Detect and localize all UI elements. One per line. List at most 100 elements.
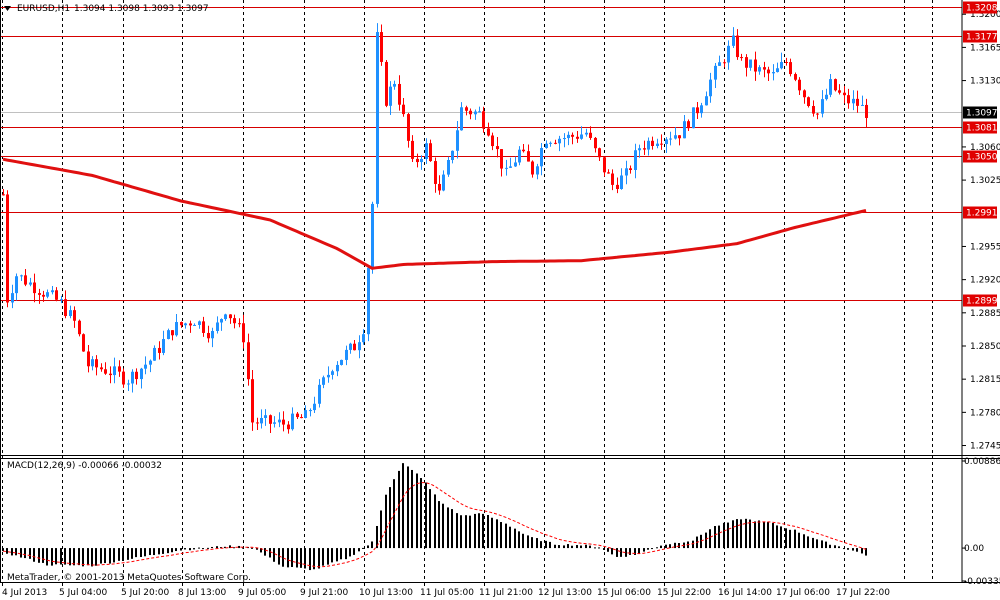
y-tick-label: 1.2815 xyxy=(970,375,1000,385)
macd-bar xyxy=(776,525,778,549)
macd-bar xyxy=(451,509,453,549)
macd-bar xyxy=(829,544,831,549)
y-tick-label: 1.3060 xyxy=(970,143,1000,153)
x-tick-label: 15 Jul 06:00 xyxy=(597,588,651,598)
candle-body xyxy=(709,79,712,97)
candle-body xyxy=(740,57,743,59)
candle-body xyxy=(318,384,321,404)
macd-bar xyxy=(42,548,44,563)
candle-body xyxy=(656,143,659,147)
candle-body xyxy=(651,140,654,147)
macd-bar xyxy=(38,548,40,563)
macd-bar xyxy=(140,548,142,558)
macd-bar xyxy=(780,526,782,549)
candle-body xyxy=(607,172,610,174)
x-tick-label: 11 Jul 05:00 xyxy=(420,588,474,598)
candle-body xyxy=(754,59,757,72)
macd-bar xyxy=(318,548,320,569)
macd-bar xyxy=(611,548,613,555)
macd-bar xyxy=(78,548,80,566)
macd-bar xyxy=(202,548,204,550)
candle-body xyxy=(371,203,374,268)
candle-body xyxy=(496,146,499,150)
macd-bar xyxy=(24,548,26,559)
macd-bar xyxy=(300,548,302,568)
macd-bar xyxy=(647,548,649,550)
macd-bar xyxy=(736,519,738,549)
candle-body xyxy=(158,347,161,353)
candle-body xyxy=(714,65,717,80)
candle-body xyxy=(247,342,250,380)
macd-tick-label: 0.00 xyxy=(964,544,984,554)
candle-body xyxy=(643,148,646,150)
candle-body xyxy=(416,158,419,163)
y-tick-label: 1.2955 xyxy=(970,242,1000,252)
candle-body xyxy=(135,371,138,380)
macd-bar xyxy=(91,548,93,567)
candle-body xyxy=(202,321,205,333)
macd-bar xyxy=(189,548,191,551)
candle-body xyxy=(727,45,730,63)
candle-body xyxy=(15,276,18,294)
x-tick-label: 5 Jul 04:00 xyxy=(59,588,108,598)
candle-body xyxy=(718,62,721,66)
candle-body xyxy=(260,418,263,424)
macd-bar xyxy=(282,548,284,567)
macd-bar xyxy=(821,540,823,549)
candle-body xyxy=(429,143,432,162)
macd-signal-line xyxy=(2,482,867,568)
macd-bar xyxy=(69,548,71,566)
macd-bar xyxy=(732,520,734,549)
candle-body xyxy=(749,59,752,68)
macd-bar xyxy=(491,517,493,549)
candle-body xyxy=(514,162,517,167)
candle-body xyxy=(291,413,294,430)
macd-bar xyxy=(171,548,173,553)
macd-bar xyxy=(522,533,524,549)
candle-body xyxy=(327,374,330,378)
macd-bar xyxy=(714,526,716,549)
candle-body xyxy=(64,299,67,317)
candle-body xyxy=(100,367,103,370)
macd-bar xyxy=(705,532,707,549)
level-tag xyxy=(963,1,997,14)
candle-body xyxy=(184,323,187,326)
level-tag xyxy=(963,150,997,163)
candle-body xyxy=(683,121,686,139)
macd-bar xyxy=(198,547,200,549)
symbol-label: EURUSD,H1 xyxy=(17,4,70,14)
candle-body xyxy=(611,173,614,185)
candle-body xyxy=(780,61,783,69)
macd-tick-label: -0.00335 xyxy=(964,577,1000,587)
candle-body xyxy=(109,373,112,376)
macd-bar xyxy=(825,541,827,549)
macd-bar xyxy=(109,548,111,564)
macd-bar xyxy=(629,548,631,555)
macd-bar xyxy=(660,545,662,549)
macd-bar xyxy=(211,546,213,549)
x-tick-label: 9 Jul 21:00 xyxy=(300,588,349,598)
candle-body xyxy=(772,72,775,74)
candle-body xyxy=(536,166,539,175)
macd-bar xyxy=(60,548,62,565)
level-tag-label: 1.2991 xyxy=(966,209,998,219)
macd-bar xyxy=(407,466,409,549)
macd-bar xyxy=(193,548,195,550)
macd-bar xyxy=(727,522,729,549)
horizontal-levels xyxy=(0,7,962,301)
macd-bar xyxy=(256,548,258,550)
y-tick-label: 1.2920 xyxy=(970,276,1000,286)
macd-bar xyxy=(264,548,266,556)
triangle-down-icon[interactable] xyxy=(4,6,11,11)
candle-body xyxy=(256,422,259,424)
x-tick-label: 17 Jul 22:00 xyxy=(836,588,890,598)
candle-body xyxy=(140,368,143,380)
y-tick-label: 1.2745 xyxy=(970,442,1000,452)
candle-body xyxy=(789,62,792,75)
candle-body xyxy=(42,294,45,297)
macd-series xyxy=(2,463,867,571)
level-tag-label: 1.3177 xyxy=(966,33,998,43)
macd-bar xyxy=(758,520,760,549)
macd-bar xyxy=(398,470,400,549)
macd-bar xyxy=(135,548,137,558)
